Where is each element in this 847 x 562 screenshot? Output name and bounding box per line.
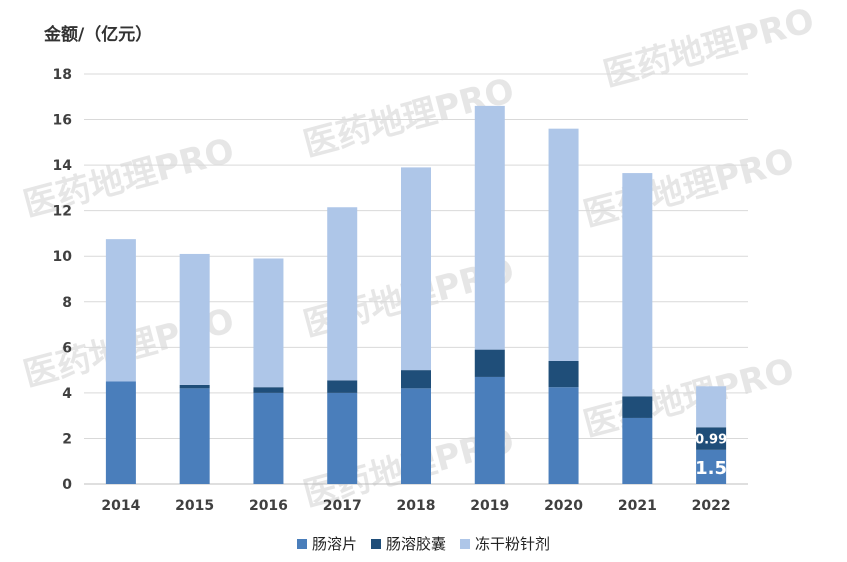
bar-segment <box>327 392 358 484</box>
x-tick-label: 2018 <box>397 498 436 514</box>
chart-legend: 肠溶片 肠溶胶囊 冻干粉针剂 <box>0 533 847 554</box>
bar-segment <box>327 380 358 393</box>
legend-swatch <box>296 538 307 549</box>
bar-segment <box>253 258 284 388</box>
y-tick-label: 4 <box>62 386 72 402</box>
bar-segment <box>179 384 210 389</box>
x-tick-label: 2021 <box>618 498 657 514</box>
bar-segment <box>548 128 579 361</box>
bar-segment <box>548 387 579 484</box>
legend-item: 肠溶胶囊 <box>370 533 446 554</box>
x-tick-label: 2014 <box>101 498 140 514</box>
bar-segment <box>179 388 210 484</box>
bar-segment <box>327 207 358 381</box>
stacked-bar-chart: 0 2 4 6 8 10 12 14 16 18 2014 2015 2016 2017 2018 2019 2… <box>53 67 748 514</box>
y-tick-label: 0 <box>62 477 72 493</box>
data-label: 1.5 <box>695 458 727 479</box>
bar-segment <box>696 449 727 484</box>
y-tick-label: 10 <box>53 249 73 265</box>
y-tick-label: 2 <box>62 431 72 447</box>
bar-segment <box>474 376 505 484</box>
bar-segment <box>401 388 431 484</box>
bar-segment <box>253 387 284 393</box>
bar-segment <box>401 167 431 371</box>
bar-segment <box>696 427 727 450</box>
bar-segment <box>622 417 653 484</box>
bar-segment <box>696 386 727 428</box>
x-tick-label: 2016 <box>249 498 288 514</box>
bar-segment <box>622 173 653 397</box>
legend-swatch <box>370 538 381 549</box>
legend-label: 肠溶片 <box>311 535 357 553</box>
bar-segment <box>622 396 653 418</box>
data-label: 0.99 <box>695 433 727 448</box>
y-tick-label: 12 <box>53 204 72 220</box>
legend-swatch <box>460 538 470 549</box>
bar-segment <box>548 361 579 388</box>
legend-item: 冻干粉针剂 <box>460 533 550 554</box>
bar-segment <box>105 381 136 484</box>
y-tick-label: 8 <box>62 295 72 311</box>
bar-segment <box>401 370 431 389</box>
bar-segment <box>474 349 505 377</box>
legend-item: 肠溶片 <box>296 533 357 554</box>
legend-label: 冻干粉针剂 <box>475 535 551 553</box>
y-tick-label: 18 <box>53 67 72 83</box>
x-tick-label: 2022 <box>692 498 731 514</box>
bar-segment <box>179 253 210 385</box>
bar-segment <box>474 105 505 350</box>
y-tick-label: 14 <box>53 158 73 174</box>
x-tick-label: 2017 <box>323 498 362 514</box>
bar-segment <box>253 392 284 484</box>
bar-segment <box>105 239 136 382</box>
y-axis-unit-label: 金额/（亿元） <box>44 25 153 45</box>
x-tick-label: 2015 <box>175 498 214 514</box>
y-tick-label: 16 <box>53 113 72 129</box>
y-tick-label: 6 <box>62 340 72 356</box>
legend-label: 肠溶胶囊 <box>385 535 446 553</box>
x-tick-label: 2020 <box>544 498 583 514</box>
x-tick-label: 2019 <box>470 498 509 514</box>
